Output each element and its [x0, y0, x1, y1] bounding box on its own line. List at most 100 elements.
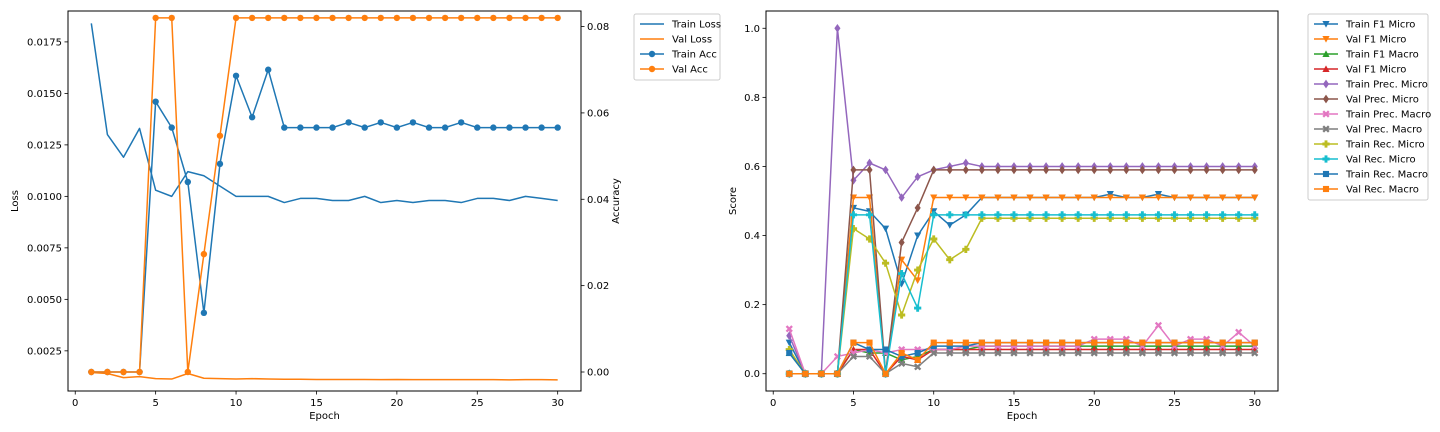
data-point	[978, 349, 986, 357]
right-x-ticks: 0 5 10 15 20 25 30	[770, 391, 1261, 409]
data-point	[1186, 211, 1195, 219]
data-point	[474, 14, 481, 22]
data-point	[914, 304, 922, 312]
score-chart: 0 5 10 15 20 25 30 0.0 0.2 0.4 0.6 0.8 1.0 Epoch Sc…	[728, 10, 1431, 422]
legend-frame	[633, 13, 721, 81]
data-point	[216, 160, 224, 168]
data-point	[1106, 342, 1114, 350]
x-tick-label: 25	[471, 398, 484, 409]
data-point	[1107, 339, 1114, 346]
data-point	[962, 349, 970, 357]
series-train-loss	[90, 23, 558, 204]
legend-label: Val Prec. Macro	[1346, 125, 1422, 136]
data-point	[522, 14, 529, 22]
legend-marker	[1322, 65, 1330, 73]
data-point	[1042, 349, 1050, 357]
data-point	[865, 211, 874, 219]
data-point	[978, 211, 986, 219]
x-tick-label: 20	[390, 398, 403, 409]
data-point	[1202, 194, 1211, 202]
data-point	[914, 203, 921, 213]
data-point	[1075, 165, 1082, 175]
data-point	[946, 349, 954, 357]
legend-marker	[648, 65, 656, 73]
data-point	[1058, 349, 1066, 357]
data-point	[184, 178, 192, 186]
data-point	[994, 349, 1002, 357]
data-point	[1186, 194, 1195, 202]
data-point	[930, 194, 938, 202]
data-point	[152, 98, 159, 105]
left-legend: Train Loss Val Loss Train Acc Val Acc	[633, 13, 721, 81]
data-point	[168, 14, 175, 22]
data-point	[898, 353, 905, 360]
right-x-axis-label: Epoch	[1007, 411, 1038, 422]
data-point	[882, 165, 889, 175]
data-point	[1235, 339, 1242, 346]
data-point	[1187, 165, 1194, 175]
data-point	[1138, 349, 1146, 357]
data-point	[914, 277, 922, 285]
data-point	[1187, 339, 1194, 346]
data-point	[1123, 165, 1130, 175]
x-tick-label: 10	[927, 398, 940, 409]
data-point	[441, 14, 449, 22]
x-tick-label: 5	[152, 398, 158, 409]
legend-label: Train Acc	[671, 50, 717, 61]
data-point	[554, 14, 561, 22]
data-point	[232, 72, 240, 79]
data-point	[1042, 194, 1050, 202]
data-point	[1074, 194, 1082, 202]
data-point	[962, 165, 969, 175]
x-tick-label: 0	[72, 398, 78, 409]
legend-label: Val F1 Micro	[1346, 65, 1406, 76]
data-point	[946, 194, 954, 202]
data-point	[200, 250, 208, 258]
y2-tick-label: 0.02	[587, 281, 609, 292]
x-tick-label: 15	[1008, 398, 1021, 409]
data-point	[1075, 339, 1082, 346]
data-point	[994, 211, 1002, 219]
data-point	[978, 165, 985, 175]
y-tick-label: 0.0125	[27, 140, 62, 151]
data-point	[490, 124, 497, 131]
data-point	[1203, 165, 1210, 175]
data-point	[393, 14, 401, 22]
data-point	[930, 165, 937, 175]
data-point	[898, 193, 905, 202]
y-tick-label: 0.0050	[27, 295, 62, 306]
data-point	[88, 368, 95, 376]
data-point	[1170, 194, 1179, 202]
data-point	[297, 124, 304, 131]
data-point	[946, 256, 954, 264]
y2-tick-label: 0.04	[587, 195, 609, 206]
legend-label: Train Rec. Macro	[1345, 170, 1428, 181]
data-point	[881, 225, 890, 233]
data-point	[168, 124, 175, 131]
data-point	[866, 346, 873, 353]
data-point	[914, 266, 922, 274]
x-tick-label: 15	[310, 398, 323, 409]
legend-label: Train Prec. Micro	[1345, 80, 1428, 91]
data-point	[1090, 194, 1098, 202]
data-point	[978, 339, 985, 346]
data-point	[265, 66, 272, 73]
data-point	[1026, 194, 1034, 202]
data-point	[1154, 349, 1163, 357]
y-tick-label: 0.0175	[27, 37, 62, 48]
data-point	[1202, 349, 1211, 357]
data-point	[1122, 349, 1130, 357]
data-point	[1059, 165, 1066, 175]
legend-label: Train Rec. Micro	[1345, 140, 1425, 151]
legend-marker	[1322, 20, 1330, 28]
legend-marker	[1322, 125, 1330, 133]
data-point	[1219, 349, 1227, 357]
data-point	[297, 14, 304, 22]
data-point	[930, 235, 938, 243]
data-point	[946, 211, 954, 219]
data-point	[802, 370, 809, 377]
data-point	[930, 211, 938, 219]
data-point	[834, 370, 841, 377]
data-point	[946, 343, 953, 350]
data-point	[914, 363, 922, 371]
